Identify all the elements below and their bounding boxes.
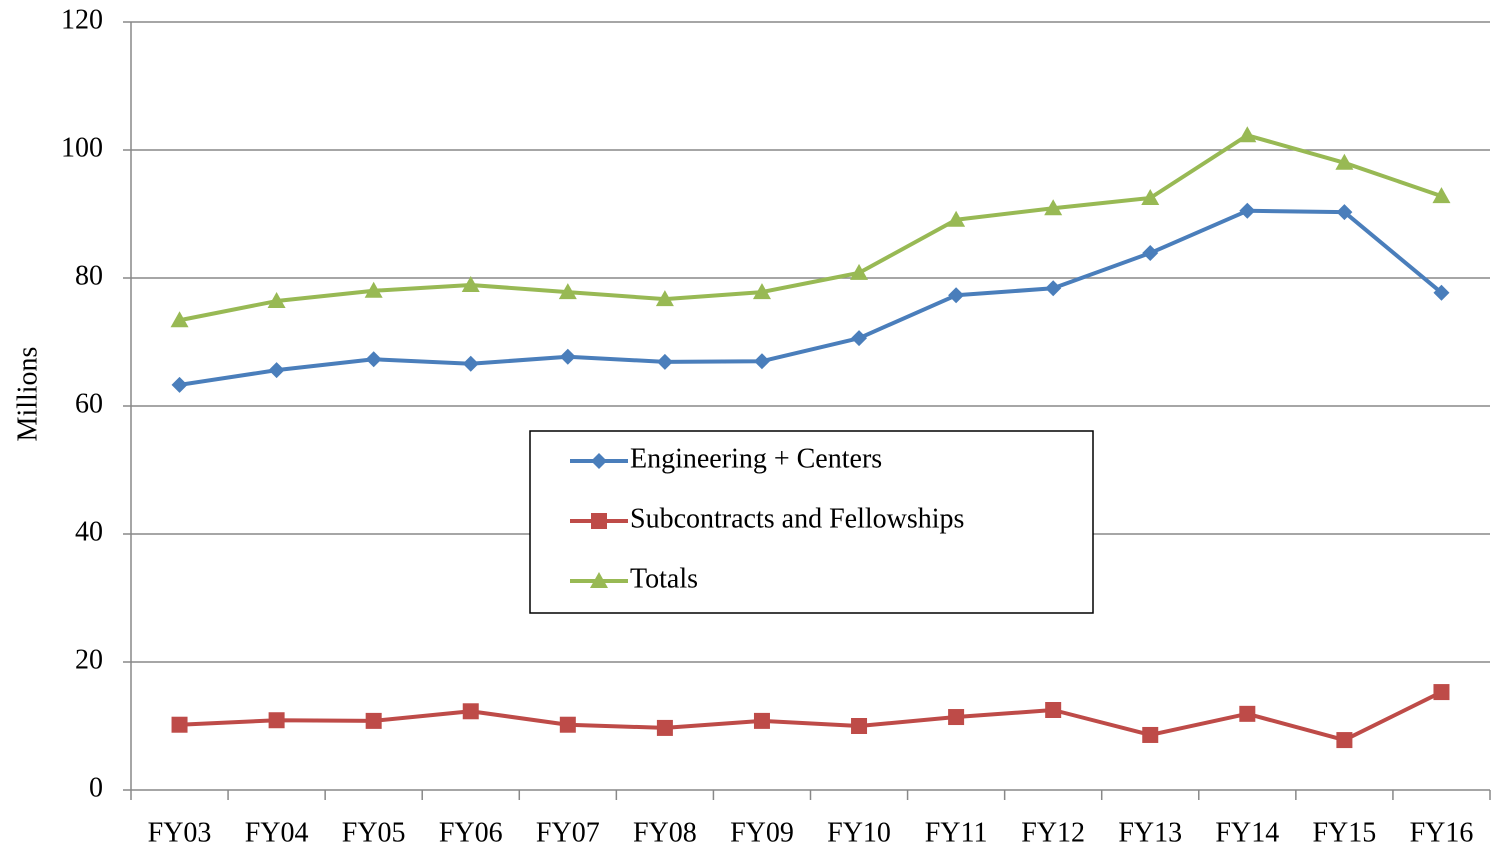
y-tick-label: 80	[75, 260, 103, 291]
x-tick-label: FY05	[342, 817, 406, 848]
marker	[656, 353, 673, 370]
marker	[170, 311, 189, 328]
marker	[753, 712, 770, 729]
marker	[851, 718, 868, 734]
marker	[1335, 153, 1354, 170]
x-tick-label: FY09	[730, 817, 794, 848]
x-tick-label: FY07	[536, 817, 600, 848]
marker	[655, 290, 674, 307]
series-line	[179, 690, 1443, 743]
marker	[1336, 204, 1353, 221]
marker	[462, 355, 479, 372]
marker	[1141, 189, 1160, 205]
marker	[1433, 684, 1450, 701]
x-tick-label: FY03	[148, 817, 212, 848]
marker	[365, 712, 382, 729]
marker	[1142, 245, 1159, 262]
marker	[591, 513, 607, 529]
marker	[267, 292, 286, 309]
marker	[559, 348, 576, 365]
y-tick-label: 0	[89, 772, 103, 803]
x-tick-label: FY11	[925, 817, 988, 848]
marker	[558, 283, 577, 300]
marker	[590, 572, 608, 588]
x-tick-label: FY13	[1118, 817, 1182, 848]
marker	[365, 351, 382, 368]
marker	[171, 376, 188, 393]
marker	[656, 719, 673, 736]
marker	[268, 712, 285, 729]
x-tick-label: FY16	[1410, 817, 1474, 848]
x-tick-label: FY04	[245, 817, 309, 848]
marker	[462, 703, 479, 720]
legend-label: Subcontracts and Fellowships	[630, 503, 964, 534]
marker	[268, 362, 285, 379]
marker	[1336, 732, 1353, 749]
x-tick-label: FY12	[1021, 817, 1085, 848]
marker	[947, 210, 966, 227]
y-tick-label: 20	[75, 644, 103, 675]
marker	[1045, 280, 1062, 297]
y-tick-label: 40	[75, 516, 103, 547]
marker	[461, 276, 480, 293]
marker	[364, 281, 383, 298]
legend-label: Engineering + Centers	[630, 443, 882, 474]
marker	[948, 287, 965, 304]
marker	[850, 263, 869, 280]
marker	[1239, 705, 1256, 722]
marker	[1239, 202, 1256, 219]
y-axis-label: Millions	[12, 347, 43, 442]
marker	[752, 283, 771, 300]
marker	[591, 453, 607, 469]
x-tick-label: FY08	[633, 817, 697, 848]
marker	[1045, 702, 1062, 718]
marker	[1142, 726, 1159, 743]
marker	[1238, 126, 1257, 143]
x-tick-label: FY14	[1215, 817, 1279, 848]
x-tick-label: FY15	[1312, 817, 1376, 848]
marker	[171, 716, 188, 733]
marker	[559, 716, 576, 733]
series-line	[179, 208, 1443, 387]
marker	[948, 709, 965, 726]
marker	[851, 330, 868, 347]
y-tick-label: 100	[61, 132, 103, 163]
marker	[753, 353, 770, 370]
x-tick-label: FY06	[439, 817, 503, 848]
marker	[1433, 284, 1450, 301]
series-line	[179, 133, 1443, 323]
marker	[1044, 199, 1063, 216]
y-tick-label: 60	[75, 388, 103, 419]
legend-label: Totals	[630, 563, 698, 594]
x-tick-label: FY10	[827, 817, 891, 848]
marker	[1432, 187, 1451, 204]
y-tick-label: 120	[61, 4, 103, 35]
